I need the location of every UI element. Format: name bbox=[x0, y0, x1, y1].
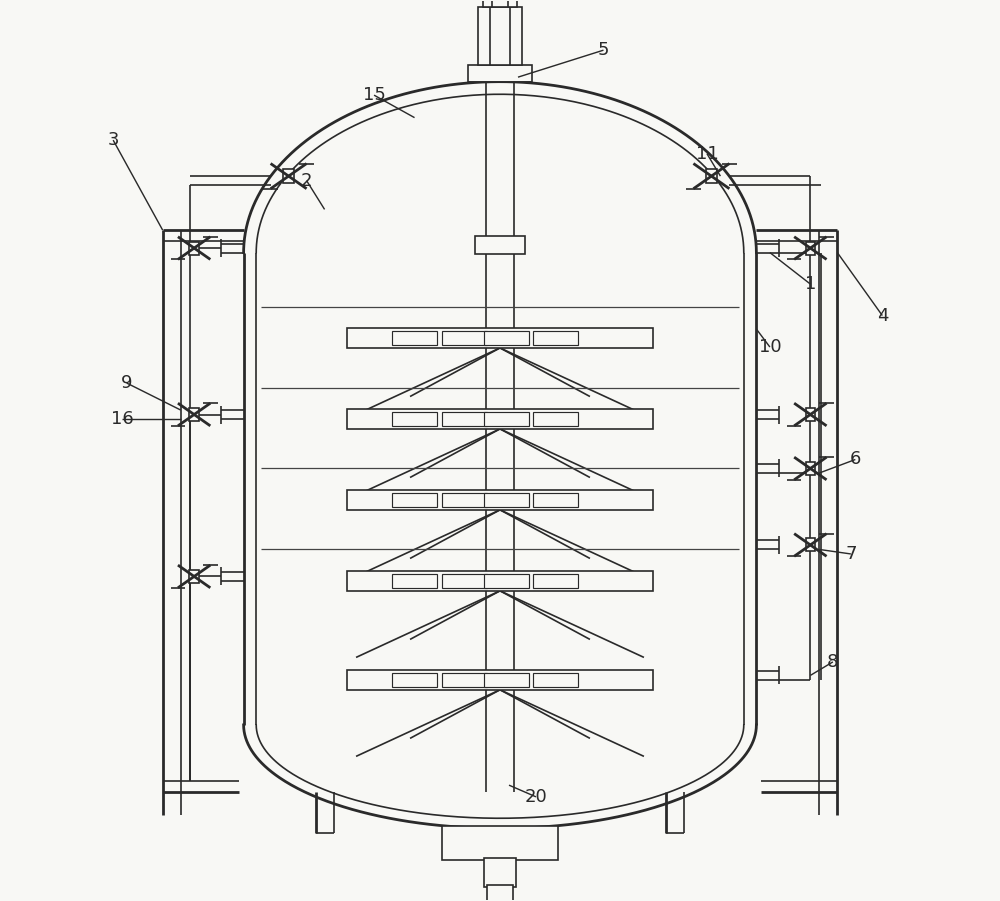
Bar bbox=[392, 673, 437, 687]
Bar bbox=[484, 493, 529, 507]
Bar bbox=[806, 462, 815, 475]
Bar bbox=[347, 409, 653, 429]
Bar bbox=[442, 825, 558, 860]
Bar bbox=[475, 236, 525, 254]
Bar bbox=[487, 885, 513, 901]
Text: 16: 16 bbox=[111, 410, 134, 428]
Bar bbox=[442, 412, 487, 426]
Bar bbox=[483, 0, 517, 7]
Bar bbox=[484, 412, 529, 426]
Text: 7: 7 bbox=[845, 545, 857, 563]
Text: 11: 11 bbox=[696, 145, 718, 162]
Bar bbox=[806, 539, 815, 551]
Bar bbox=[189, 241, 199, 255]
Bar bbox=[347, 328, 653, 348]
Bar bbox=[283, 168, 294, 183]
Bar bbox=[478, 7, 522, 66]
Bar bbox=[442, 574, 487, 588]
Bar bbox=[484, 331, 529, 345]
Bar bbox=[392, 574, 437, 588]
Bar bbox=[392, 493, 437, 507]
Text: 2: 2 bbox=[301, 171, 312, 189]
Bar bbox=[806, 408, 815, 421]
Text: 6: 6 bbox=[850, 450, 861, 469]
Bar bbox=[442, 493, 487, 507]
Text: 1: 1 bbox=[805, 275, 816, 293]
Text: 20: 20 bbox=[525, 787, 547, 805]
Bar bbox=[442, 331, 487, 345]
Bar bbox=[706, 168, 717, 183]
Bar bbox=[484, 574, 529, 588]
Text: 8: 8 bbox=[827, 653, 839, 671]
Bar bbox=[347, 571, 653, 591]
Text: 10: 10 bbox=[759, 338, 781, 356]
Bar bbox=[442, 673, 487, 687]
Bar bbox=[392, 331, 437, 345]
Bar bbox=[484, 858, 516, 887]
Text: 9: 9 bbox=[121, 374, 132, 392]
Bar bbox=[533, 412, 578, 426]
Text: 4: 4 bbox=[877, 306, 888, 324]
Bar bbox=[533, 574, 578, 588]
Bar bbox=[806, 241, 815, 255]
Bar bbox=[347, 490, 653, 510]
Bar bbox=[533, 673, 578, 687]
Bar bbox=[468, 66, 532, 82]
Bar bbox=[484, 673, 529, 687]
Bar bbox=[189, 408, 199, 421]
Bar bbox=[347, 670, 653, 690]
Bar bbox=[533, 331, 578, 345]
Bar bbox=[533, 493, 578, 507]
Text: 5: 5 bbox=[598, 41, 609, 59]
Text: 3: 3 bbox=[107, 132, 119, 150]
Text: 15: 15 bbox=[363, 86, 385, 105]
Bar bbox=[392, 412, 437, 426]
Bar bbox=[189, 570, 199, 583]
